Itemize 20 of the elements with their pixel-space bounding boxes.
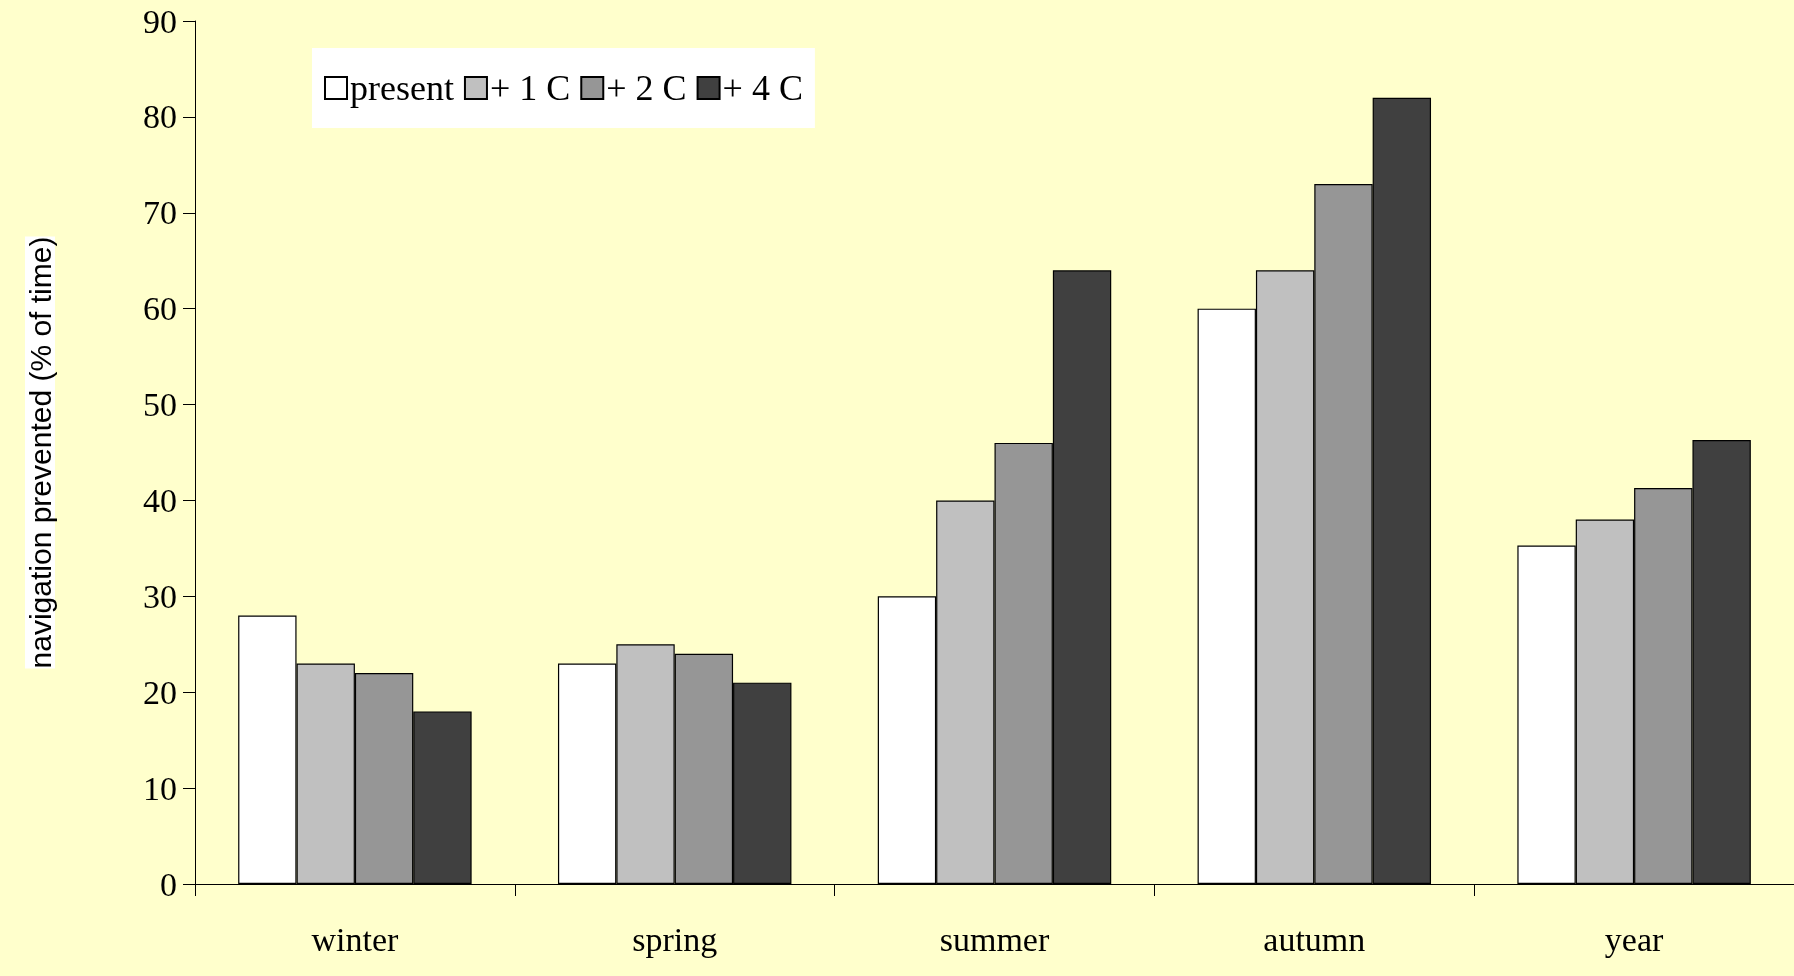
legend-label: + 2 C — [606, 68, 687, 108]
y-tick-label: 50 — [143, 386, 177, 424]
x-tick-label: spring — [632, 920, 718, 958]
y-tick-label: 10 — [143, 769, 177, 807]
legend-label: present — [350, 68, 454, 108]
x-tick-label: year — [1604, 920, 1665, 958]
x-tick-label: autumn — [1263, 920, 1366, 958]
y-tick-label: 70 — [143, 194, 177, 232]
y-tick-label: 60 — [143, 290, 177, 328]
y-tick-label: 0 — [160, 865, 177, 903]
y-tick-label: 30 — [143, 577, 177, 615]
y-tick-label: 40 — [143, 481, 177, 519]
y-tick-label: 80 — [143, 98, 177, 136]
y-tick-label: 20 — [143, 673, 177, 711]
legend-label: + 4 C — [722, 68, 803, 108]
y-tick-label: 90 — [143, 2, 177, 40]
legend-label: + 1 C — [489, 68, 571, 108]
x-tick-label: winter — [311, 920, 400, 958]
x-tick-label: summer — [939, 920, 1050, 958]
y-axis-title: navigation prevented (% of time) — [23, 236, 57, 669]
